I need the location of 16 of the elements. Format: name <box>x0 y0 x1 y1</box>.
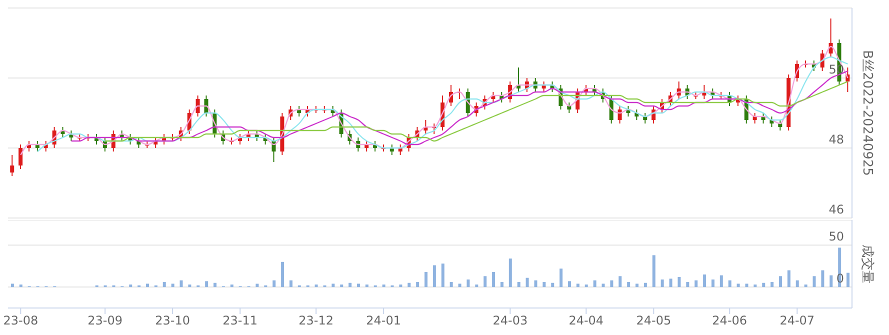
x-tick-label: 24-07 <box>780 314 815 328</box>
x-tick-label: 23-12 <box>298 314 334 328</box>
x-tick-label: 23-08 <box>3 314 38 328</box>
x-tick-label: 24-01 <box>366 314 402 328</box>
y-tick-label: 50 <box>828 229 844 244</box>
x-tick-label: 24-04 <box>568 314 604 328</box>
y-axis-title: B丝2022-20240925 <box>859 50 874 176</box>
x-tick-label: 24-06 <box>712 314 748 328</box>
y-tick-label: 46 <box>828 202 844 216</box>
y-axis-title: 成交量 <box>859 244 876 284</box>
x-tick-label: 23-09 <box>88 314 122 328</box>
x-tick-label: 23-10 <box>155 314 190 328</box>
y-tick-label: 48 <box>828 132 844 146</box>
x-tick-label: 23-11 <box>222 314 258 328</box>
x-tick-label: 24-03 <box>492 314 528 328</box>
x-tick-label: 24-05 <box>636 314 672 328</box>
